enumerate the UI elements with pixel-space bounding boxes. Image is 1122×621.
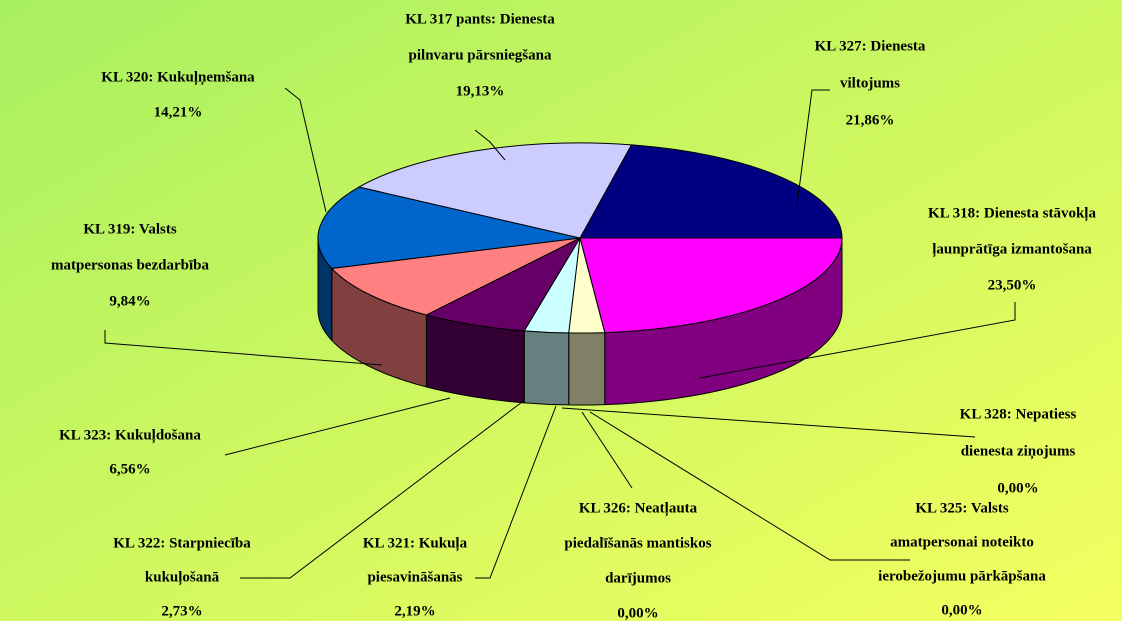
slice	[579, 237, 843, 334]
slice-label: KL 317 pants: Dienesta	[405, 11, 555, 27]
slice	[424, 236, 582, 332]
slice-label: KL 322: Starpniecība	[113, 535, 251, 551]
leader-line	[581, 411, 633, 489]
slice-value-label: 9,84%	[109, 293, 150, 309]
slice	[330, 237, 581, 316]
slice-label: KL 325: Valsts	[915, 500, 1009, 516]
slice-label: KL 320: Kukuļņemšana	[101, 69, 255, 85]
slice-value-label: 0,00%	[617, 605, 658, 621]
leader-line	[240, 401, 523, 579]
slice-label: KL 318: Dienesta stāvokļa	[928, 205, 1096, 221]
leader-line	[561, 407, 976, 438]
slice-label: KL 323: Kukuļdošana	[59, 427, 201, 443]
slice-value-label: 2,73%	[161, 603, 202, 619]
slice	[579, 144, 843, 239]
slice-label: KL 327: Dienesta	[815, 38, 926, 54]
leader-line	[699, 302, 1016, 379]
slice-label: KL 319: Valsts	[83, 221, 177, 237]
leader-line	[104, 330, 383, 366]
slice-label: ierobežojumu pārkāpšana	[878, 568, 1046, 584]
slice-label: amatpersonai noteikto	[890, 534, 1034, 550]
leader-line	[796, 89, 830, 206]
slice-side	[568, 332, 606, 406]
slice-label: KL 321: Kukuļa	[363, 535, 468, 551]
slice-label: pilnvaru pārsniegšana	[409, 47, 552, 63]
leader-line	[589, 411, 910, 561]
leader-line	[475, 405, 557, 579]
slice-label: kukuļošanā	[145, 569, 220, 585]
slice-value-label: 0,00%	[997, 480, 1038, 496]
slice-label: KL 328: Nepatiess	[960, 406, 1077, 422]
slice-value-label: 19,13%	[456, 83, 505, 99]
leader-line	[474, 129, 506, 161]
leader-line	[284, 87, 327, 213]
leader-line	[224, 397, 451, 456]
slice-label: piedalīšanās mantiskos	[564, 535, 711, 551]
slice-value-label: 14,21%	[154, 104, 203, 120]
slice-value-label: 0,00%	[941, 602, 982, 618]
slice-value-label: 6,56%	[109, 461, 150, 477]
slice-label: ļaunprātīga izmantošana	[932, 241, 1092, 257]
slice-label: viltojums	[840, 75, 900, 91]
slice-value-label: 2,19%	[394, 603, 435, 619]
slice-label: piesavināšanās	[367, 569, 462, 585]
slice-side	[523, 330, 570, 406]
slice	[357, 142, 633, 239]
slice-value-label: 21,86%	[846, 112, 895, 128]
slice-label: dienesta ziņojums	[961, 443, 1076, 459]
slice	[317, 186, 581, 269]
slice-value-label: 23,50%	[988, 277, 1037, 293]
slice-label: KL 326: Neatļauta	[579, 500, 698, 516]
slice-label: darījumos	[605, 570, 671, 586]
slice-label: matpersonas bezdarbība	[51, 257, 209, 273]
